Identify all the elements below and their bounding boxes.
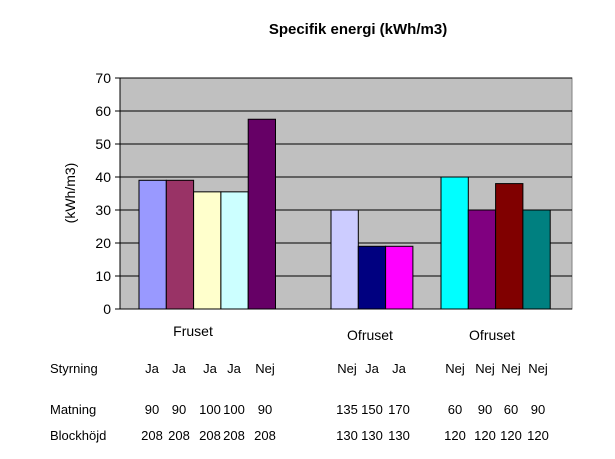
y-tick-label: 10 <box>95 268 111 284</box>
table-cell: 208 <box>168 428 190 443</box>
table-cell: Ja <box>145 361 160 376</box>
table-cell: Nej <box>528 361 548 376</box>
bar <box>467 209 497 310</box>
table-cell: 100 <box>199 402 221 417</box>
table-cell: 60 <box>448 402 462 417</box>
table-cell: Nej <box>255 361 275 376</box>
y-axis-label: (kWh/m3) <box>62 163 78 224</box>
table-row-label: Styrning <box>50 361 98 376</box>
y-tick-label: 40 <box>95 169 111 185</box>
table-cell: 120 <box>444 428 466 443</box>
bar <box>220 191 249 310</box>
table-cell: Ja <box>172 361 187 376</box>
table-cell: Ja <box>392 361 407 376</box>
table-row-label: Blockhöjd <box>50 428 106 443</box>
table-cell: 208 <box>141 428 163 443</box>
bar <box>440 176 469 310</box>
table-cell: Nej <box>337 361 357 376</box>
bar <box>522 209 551 310</box>
y-tick-label: 50 <box>95 136 111 152</box>
table-cell: 130 <box>361 428 383 443</box>
bar <box>385 245 414 310</box>
table-cell: 90 <box>258 402 272 417</box>
table-cell: 130 <box>336 428 358 443</box>
y-tick-label: 70 <box>95 70 111 86</box>
y-tick-label: 30 <box>95 202 111 218</box>
table-cell: 100 <box>223 402 245 417</box>
y-tick-label: 20 <box>95 235 111 251</box>
table-cell: 130 <box>388 428 410 443</box>
y-tick-label: 0 <box>103 301 111 317</box>
bar <box>495 183 524 310</box>
table-cell: Nej <box>475 361 495 376</box>
table-cell: 90 <box>478 402 492 417</box>
group-label: Fruset <box>173 323 213 339</box>
bar <box>165 179 195 310</box>
bar <box>357 245 387 310</box>
table-cell: Ja <box>227 361 242 376</box>
group-label: Ofruset <box>469 327 515 343</box>
table-cell: 60 <box>504 402 518 417</box>
y-ticks: 0 10 20 30 40 50 60 70 <box>95 70 120 317</box>
group-labels: Fruset Ofruset Ofruset <box>173 323 515 343</box>
bar <box>247 118 276 310</box>
bars <box>138 118 551 310</box>
table-row-label: Matning <box>50 402 96 417</box>
chart-title: Specifik energi (kWh/m3) <box>269 21 447 38</box>
group-label: Ofruset <box>347 327 393 343</box>
table-cell: Nej <box>501 361 521 376</box>
table-cell: Nej <box>445 361 465 376</box>
table-cell: Ja <box>365 361 380 376</box>
table-cell: 208 <box>199 428 221 443</box>
y-tick-label: 60 <box>95 103 111 119</box>
table-cell: 120 <box>474 428 496 443</box>
table-cell: 208 <box>254 428 276 443</box>
table-cell: 90 <box>145 402 159 417</box>
parameter-table: Styrning Ja Ja Ja Ja Nej Nej Ja Ja Nej Nej Nej Nej Ma… <box>50 361 549 443</box>
bar <box>138 179 167 310</box>
bar <box>193 191 222 310</box>
table-cell: 135 <box>336 402 358 417</box>
table-cell: 120 <box>527 428 549 443</box>
table-cell: 150 <box>361 402 383 417</box>
table-cell: 90 <box>172 402 186 417</box>
bar <box>330 209 359 310</box>
table-cell: 170 <box>388 402 410 417</box>
table-cell: 90 <box>531 402 545 417</box>
table-cell: 208 <box>223 428 245 443</box>
table-cell: Ja <box>203 361 218 376</box>
table-cell: 120 <box>500 428 522 443</box>
